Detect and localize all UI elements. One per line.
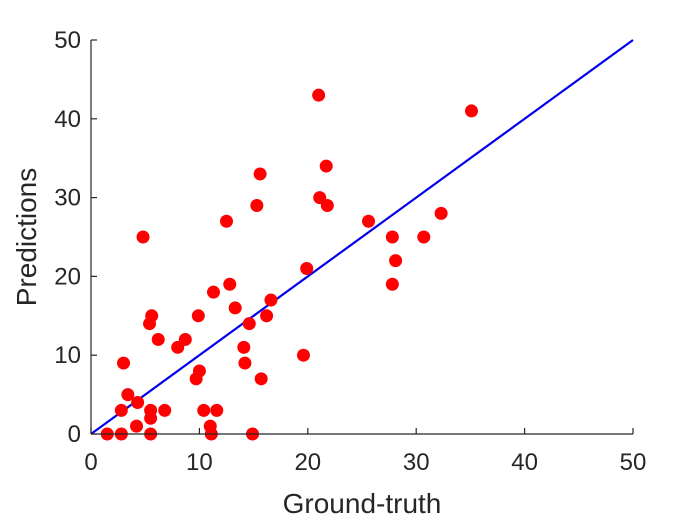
axes-layer xyxy=(90,40,633,435)
y-tick-label: 20 xyxy=(54,263,81,290)
data-point xyxy=(296,348,310,362)
data-point xyxy=(260,309,274,323)
data-point xyxy=(253,167,267,181)
y-tick-label: 30 xyxy=(54,185,81,212)
x-tick-label: 50 xyxy=(620,449,647,476)
data-point xyxy=(417,230,431,244)
data-point xyxy=(121,388,135,402)
data-points-layer xyxy=(100,88,478,441)
data-point xyxy=(464,104,478,118)
data-point xyxy=(250,198,264,212)
data-point xyxy=(434,206,448,220)
identity-reference-line xyxy=(90,39,634,435)
data-point xyxy=(242,317,256,331)
data-point xyxy=(362,214,376,228)
data-point xyxy=(320,198,334,212)
y-tick-label: 50 xyxy=(54,27,81,54)
data-point xyxy=(312,88,326,102)
data-point xyxy=(264,293,278,307)
data-point xyxy=(192,364,206,378)
data-point xyxy=(237,340,251,354)
data-point xyxy=(385,277,399,291)
data-point xyxy=(319,159,333,173)
data-point xyxy=(145,309,159,323)
data-point xyxy=(389,254,403,268)
data-point xyxy=(136,230,150,244)
data-point xyxy=(130,419,144,433)
y-tick-label: 40 xyxy=(54,106,81,133)
y-tick-label: 0 xyxy=(68,421,81,448)
data-point xyxy=(220,214,233,228)
data-point xyxy=(228,301,242,315)
data-point xyxy=(178,332,192,346)
y-tick-label: 10 xyxy=(54,342,81,369)
x-axis-title: Ground-truth xyxy=(283,488,442,519)
data-point xyxy=(144,411,158,425)
data-point xyxy=(385,230,399,244)
x-tick-label: 30 xyxy=(403,449,430,476)
data-point xyxy=(151,332,165,346)
data-point xyxy=(210,403,224,417)
data-point xyxy=(238,356,252,370)
data-point xyxy=(206,285,220,299)
ticks-layer: 0 10 20 30 40 50 0 10 20 30 40 50 xyxy=(54,27,646,476)
data-point xyxy=(131,395,145,409)
x-tick-label: 10 xyxy=(186,449,213,476)
data-point xyxy=(117,356,131,370)
x-tick-label: 20 xyxy=(294,449,321,476)
reference-line-layer xyxy=(90,39,634,435)
data-point xyxy=(254,372,268,386)
data-point xyxy=(300,262,314,276)
x-tick-label: 0 xyxy=(84,449,97,476)
x-tick-label: 40 xyxy=(511,449,538,476)
data-point xyxy=(223,277,237,291)
data-point xyxy=(114,403,128,417)
data-point xyxy=(197,403,211,417)
data-point xyxy=(158,403,172,417)
y-axis-title: Predictions xyxy=(11,168,42,307)
data-point xyxy=(191,309,205,323)
